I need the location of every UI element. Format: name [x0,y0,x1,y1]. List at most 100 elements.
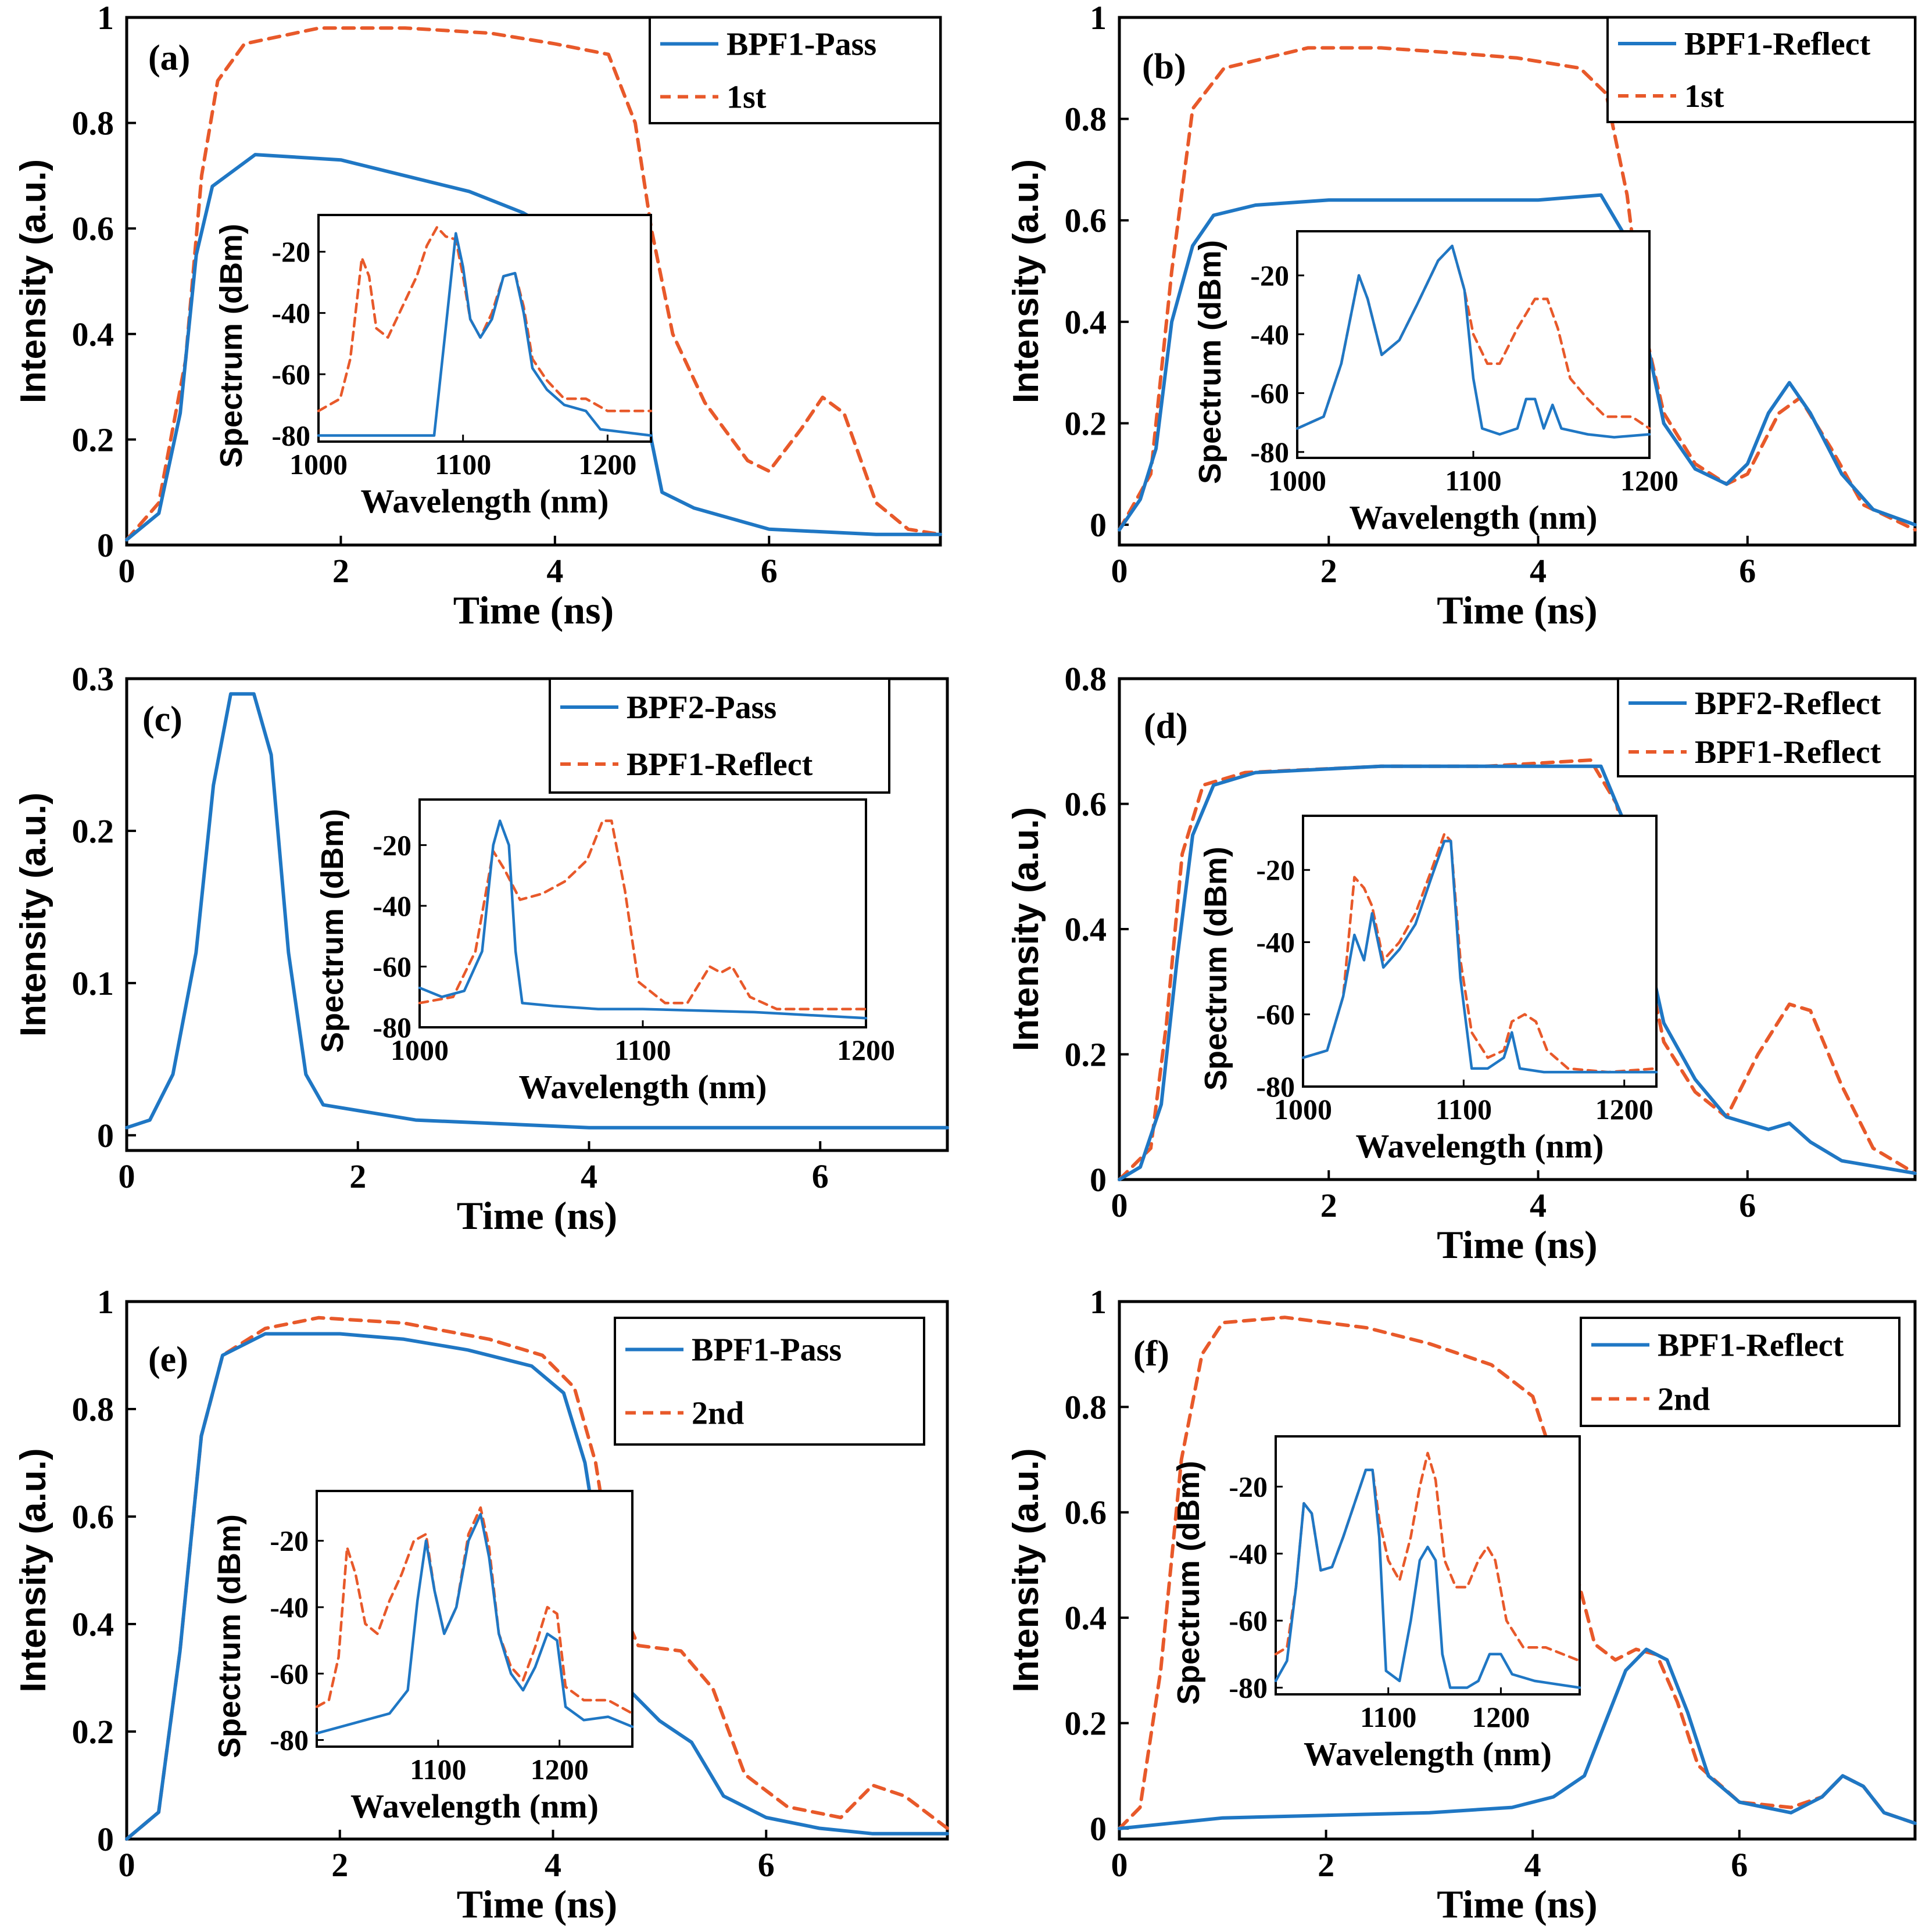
inset-x-axis-label: Wavelength (nm) [361,482,609,520]
legend: BPF1-Pass 1st [649,16,942,124]
inset-x-tick-label: 1100 [435,448,491,481]
panel-label: (b) [1142,47,1186,87]
x-tick-label: 2 [1318,1846,1334,1884]
x-tick-label: 2 [1320,1187,1337,1224]
y-tick-label: 0 [97,1117,114,1155]
x-tick-label: 4 [1524,1846,1541,1884]
x-axis-label: Time (ns) [1437,588,1597,632]
inset-y-tick-label: -20 [1229,1470,1268,1503]
inset-series-bpf2-reflect [1301,840,1658,1074]
inset-x-tick-label: 1000 [1268,464,1326,497]
inset-x-tick-label: 1200 [1595,1093,1653,1125]
inset-series-bpf1-pass [317,232,653,437]
y-tick-label: 0 [1090,506,1107,544]
inset-series-bpf1-pass [315,1512,634,1735]
inset-y-tick-label: -20 [373,829,411,861]
inset-y-tick-label: -80 [270,1724,309,1757]
inset-y-tick-label: -20 [270,1525,309,1557]
inset-x-axis-label: Wavelength (nm) [1350,499,1598,536]
panel-d: 0 2 4 6 0 0.2 0.4 0.6 0.8 Time (ns) Intensity (a.u… [1006,660,1917,1267]
panel-label: (a) [148,38,190,78]
x-tick-label: 0 [119,552,135,590]
legend-box [1606,16,1916,123]
y-axis-label: Intensity (a.u.) [1006,159,1046,403]
y-tick-label: 0.2 [1065,1036,1107,1074]
series-1st [1118,46,1917,532]
y-tick-label: 0.2 [72,1713,114,1751]
inset-y-axis-label: Spectrum (dBm) [1198,847,1233,1091]
panel-a: 0 2 4 6 0 0.2 0.4 0.6 0.8 1 Time (ns) Intensity (a.… [13,0,942,632]
legend: BPF1-Pass 2nd [614,1317,925,1446]
y-tick-label: 0.8 [72,1390,114,1428]
inset-y-tick-label: -60 [373,950,411,983]
inset: 1000 1100 1200 -80 -60 -40 -20 Wavelength (nm) S… [315,798,895,1106]
legend: BPF2-Reflect BPF1-Reflect [1617,678,1916,777]
inset-series-bpf2-pass [418,819,868,1020]
inset-x-tick-label: 1100 [1360,1701,1416,1733]
inset-y-tick-label: -40 [270,1591,309,1623]
legend-box [649,16,942,124]
x-tick-label: 6 [761,552,778,590]
inset-x-axis-label: Wavelength (nm) [519,1068,767,1106]
inset-series-bpf1-reflect [1274,1468,1581,1689]
x-tick-label: 0 [1111,1846,1128,1884]
inset-x-tick-label: 1000 [391,1034,449,1066]
inset: 1000 1100 1200 -80 -60 -40 -20 Wavelength (nm) S… [1198,815,1658,1165]
series-bpf1-pass [125,1332,949,1841]
inset-y-tick-label: -80 [373,1011,411,1044]
y-tick-label: 0.4 [72,1605,114,1643]
inset-y-tick-label: -80 [1229,1671,1268,1704]
x-tick-label: 4 [1530,552,1547,590]
x-tick-label: 2 [349,1157,366,1195]
y-tick-label: 0.6 [1065,786,1107,823]
inset-x-tick-label: 1200 [837,1034,895,1066]
x-tick-label: 2 [332,552,349,590]
inset-x-tick-label: 1100 [1445,464,1501,497]
legend-label: BPF1-Pass [692,1332,842,1368]
inset-y-tick-label: -60 [1256,998,1295,1031]
panel-label: (c) [142,700,182,739]
y-axis-label: Intensity (a.u.) [13,159,53,403]
inset-x-tick-label: 1200 [578,448,636,481]
legend: BPF2-Pass BPF1-Reflect [549,678,890,794]
inset-series-bpf1-reflect [1295,245,1651,439]
y-tick-label: 0.8 [1065,1388,1107,1426]
inset: 1100 1200 -80 -60 -40 -20 Wavelength (nm) Spect… [1171,1435,1581,1773]
y-tick-label: 0.3 [72,660,114,698]
inset-y-tick-label: -60 [1250,377,1289,410]
axes-frame [1296,230,1651,459]
x-tick-label: 0 [119,1157,135,1195]
legend-label: 1st [726,80,767,116]
x-axis-label: Time (ns) [457,1882,617,1926]
inset: 1000 1100 1200 -80 -60 -40 -20 Wavelength (nm) S… [214,214,653,520]
x-axis-label: Time (ns) [453,588,614,632]
y-axis-label: Intensity (a.u.) [13,793,53,1037]
inset-y-axis-label: Spectrum (dBm) [214,224,249,468]
legend-label: 2nd [1658,1382,1710,1418]
inset-y-tick-label: -20 [1250,259,1289,292]
x-tick-label: 6 [812,1157,829,1195]
inset-series-2nd [315,1506,634,1715]
series-1st [125,26,942,542]
inset-y-axis-label: Spectrum (dBm) [1193,240,1227,484]
x-tick-label: 2 [1320,552,1337,590]
y-tick-label: 0.4 [72,316,114,353]
inset: 1100 1200 -80 -60 -40 -20 Wavelength (nm) Spect… [212,1490,634,1825]
y-tick-label: 0.1 [72,965,114,1002]
inset-x-axis-label: Wavelength (nm) [1304,1735,1552,1773]
inset-x-axis-label: Wavelength (nm) [350,1787,599,1825]
legend-label: BPF1-Reflect [1695,734,1881,770]
inset-x-tick-label: 1000 [289,448,348,481]
inset-x-tick-label: 1100 [410,1753,466,1786]
x-axis-label: Time (ns) [1437,1223,1597,1267]
x-axis-label: Time (ns) [457,1193,617,1238]
x-tick-label: 0 [1111,552,1128,590]
y-tick-label: 0.2 [72,812,114,850]
y-tick-label: 0.4 [1065,911,1107,948]
y-tick-label: 1 [97,0,114,37]
inset-y-tick-label: -40 [271,297,310,329]
y-tick-label: 0.8 [72,105,114,142]
x-tick-label: 4 [545,1846,561,1884]
inset-x-tick-label: 1000 [1274,1093,1332,1125]
